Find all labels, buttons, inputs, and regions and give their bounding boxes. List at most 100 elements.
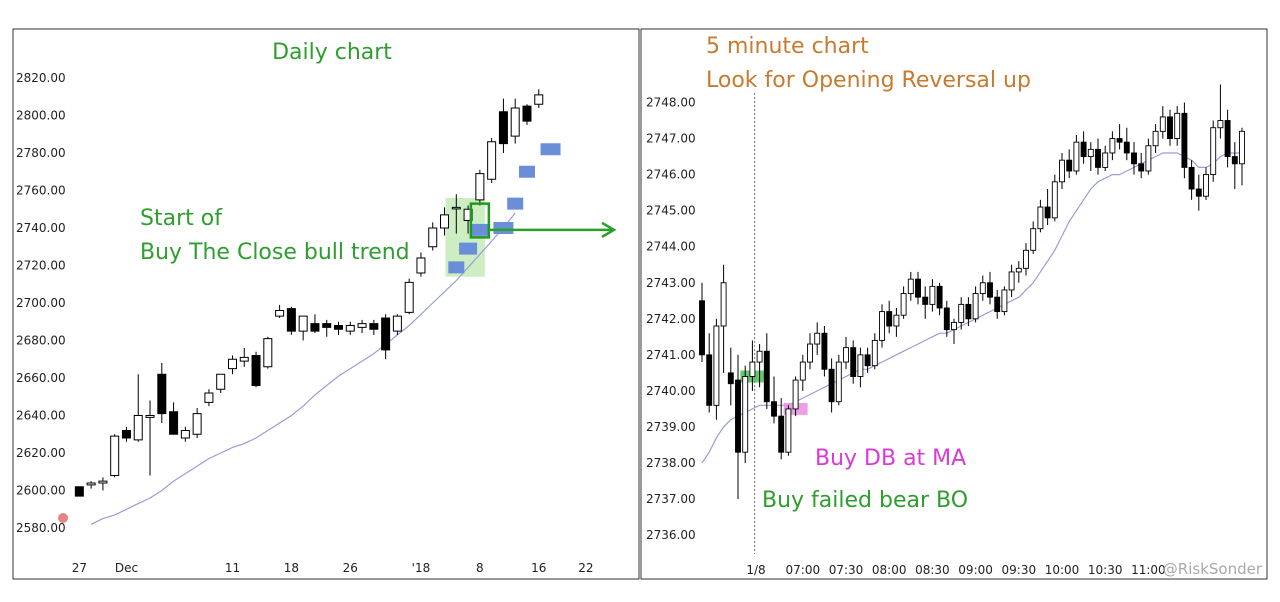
- candle-body: [886, 311, 893, 327]
- candle-body: [451, 206, 461, 210]
- candle-body: [720, 282, 727, 327]
- candle-body: [510, 107, 520, 137]
- five-minute-chart-panel: 2737.00 2738.00 2739.00 2740.00 2741.00 2742.…: [640, 28, 1268, 580]
- y-tick-label: 2600.00: [16, 484, 66, 498]
- y-tick-label: 2744.00: [646, 240, 696, 254]
- candle-body: [1001, 289, 1008, 313]
- candle-body: [929, 285, 936, 305]
- buy-db-at-ma-label: Buy DB at MA: [815, 446, 966, 471]
- y-tick-label: 2741.00: [646, 348, 696, 362]
- entry-marker: [459, 242, 478, 255]
- candle-body: [1210, 127, 1217, 176]
- x-tick-label: 08:30: [915, 563, 950, 577]
- candle-body: [298, 315, 308, 332]
- candle-body: [857, 354, 864, 377]
- daily-moving-average-line: [90, 212, 516, 525]
- candle-body: [965, 303, 972, 320]
- y-tick-label: 2640.00: [16, 409, 66, 423]
- candle-body: [706, 354, 713, 406]
- y-tick-label: 2738.00: [646, 456, 696, 470]
- daily-x-axis-ticks: 27 Dec 11 18 26 '18 8 16 22: [72, 561, 594, 575]
- candle-body: [699, 300, 705, 356]
- candle-body: [742, 376, 749, 453]
- y-tick-label: 2820.00: [16, 71, 66, 85]
- arrow-head-icon: [601, 221, 617, 238]
- candle-body: [771, 401, 777, 417]
- daily-candles: [74, 89, 544, 497]
- candle-body: [1203, 174, 1209, 197]
- x-tick-label: Dec: [115, 561, 138, 575]
- candle-body: [850, 347, 857, 377]
- y-tick-label: 2760.00: [16, 184, 66, 198]
- daily-chart-title: Daily chart: [272, 40, 392, 65]
- entry-marker: [518, 165, 535, 178]
- candle-body: [835, 361, 842, 403]
- intraday-candles: [699, 84, 1245, 500]
- y-tick-label: 2800.00: [16, 109, 66, 123]
- candle-body: [864, 354, 871, 367]
- x-tick-label: 09:00: [958, 563, 993, 577]
- candle-body: [263, 338, 273, 368]
- candle-body: [958, 303, 965, 323]
- y-tick-label: 2737.00: [646, 492, 696, 506]
- candle-body: [1059, 159, 1065, 183]
- trend-arrow: [488, 221, 617, 238]
- intraday-x-axis-ticks: 1/8 07:00 07:30 08:00 08:30 09:00 09:30 10:00 10…: [746, 563, 1165, 577]
- candle-body: [785, 408, 792, 453]
- candle-body: [1174, 112, 1181, 140]
- daily-y-axis-ticks: 2580.00 2600.00 2620.00 2640.00 2660.00 2680.…: [16, 71, 66, 535]
- candle-body: [936, 285, 943, 309]
- candle-body: [778, 415, 785, 453]
- candle-body: [1217, 120, 1224, 129]
- candle-body: [1138, 163, 1145, 172]
- x-tick-label: 07:00: [786, 563, 821, 577]
- daily-chart-frame: [12, 28, 640, 580]
- candle-body: [1123, 141, 1130, 154]
- candle-body: [1195, 188, 1202, 197]
- x-tick-label: '18: [412, 561, 431, 575]
- x-tick-label: 22: [578, 561, 593, 575]
- x-tick-label: 8: [476, 561, 484, 575]
- x-tick-label: 18: [284, 561, 299, 575]
- candle-body: [1152, 130, 1159, 147]
- y-tick-label: 2746.00: [646, 168, 696, 182]
- candle-body: [951, 321, 957, 331]
- candle-body: [216, 373, 226, 390]
- buy-the-close-label: Buy The Close bull trend: [140, 240, 410, 265]
- five-minute-chart-title: 5 minute chart: [706, 34, 869, 59]
- candle-body: [756, 350, 763, 363]
- candle-body: [807, 343, 813, 363]
- y-tick-label: 2620.00: [16, 446, 66, 460]
- candle-body: [893, 314, 900, 327]
- candle-body: [1109, 138, 1116, 154]
- x-tick-label: 09:30: [1002, 563, 1037, 577]
- x-tick-label: 10:30: [1088, 563, 1123, 577]
- candle-body: [357, 323, 367, 328]
- candle-body: [1044, 206, 1051, 219]
- y-tick-label: 2743.00: [646, 276, 696, 290]
- candle-body: [994, 296, 1001, 313]
- candle-body: [416, 257, 426, 274]
- watermark: @RiskSonder: [1163, 560, 1263, 578]
- intraday-y-axis-ticks: 2737.00 2738.00 2739.00 2740.00 2741.00 2742.…: [646, 96, 696, 543]
- candle-body: [1181, 112, 1188, 168]
- y-tick-label: 2747.00: [646, 132, 696, 146]
- y-tick-label: 2745.00: [646, 204, 696, 218]
- candle-body: [239, 356, 249, 362]
- entry-marker: [448, 261, 465, 274]
- candle-body: [334, 325, 343, 330]
- y-tick-label: 2748.00: [646, 96, 696, 110]
- five-minute-chart-frame: [640, 28, 1268, 580]
- opening-reversal-subtitle: Look for Opening Reversal up: [706, 68, 1031, 93]
- candle-body: [814, 332, 821, 345]
- candle-body: [286, 308, 296, 332]
- candle-body: [275, 310, 285, 317]
- cursor-dot-icon: [58, 513, 68, 523]
- candle-body: [1073, 141, 1080, 172]
- candle-body: [475, 173, 485, 201]
- candle-body: [133, 415, 143, 441]
- entry-marker: [470, 223, 489, 236]
- signal-bar-box: [469, 202, 491, 239]
